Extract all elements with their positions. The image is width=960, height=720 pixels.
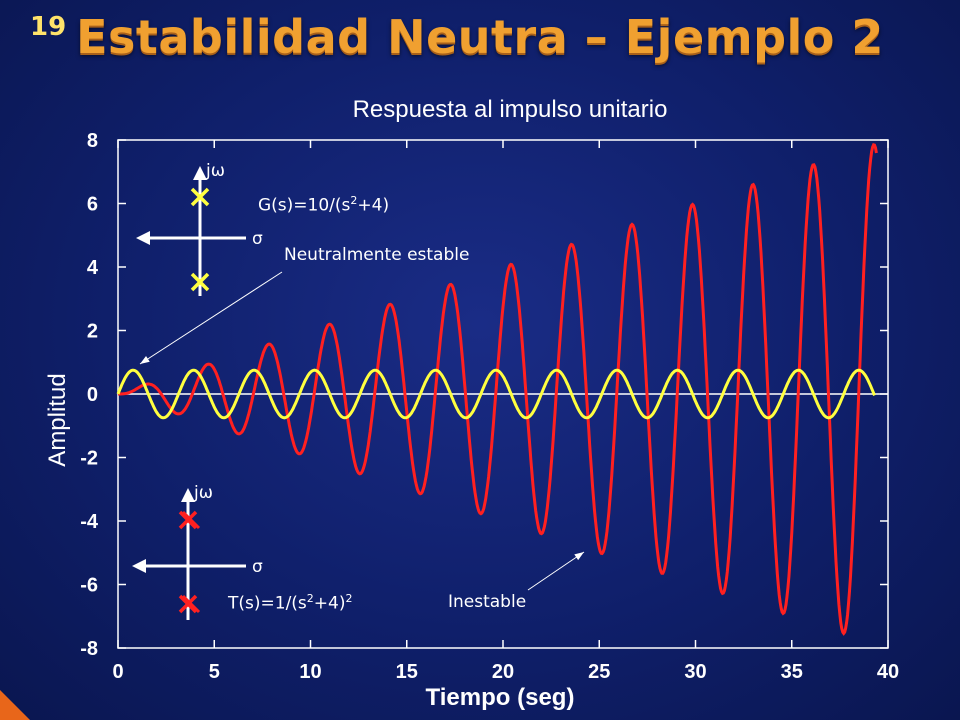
inset-top-pole-x [190,272,210,292]
chart-title: Respuesta al impulso unitario [352,96,668,123]
corner-accent [0,690,30,720]
annotation-arrows [139,271,585,591]
y-tick-label: -6 [80,575,98,597]
x-tick-label: 20 [492,661,514,683]
inset-bottom-pole-double [181,594,201,614]
y-tick-label: -4 [80,511,99,533]
annotation-neutral-tf: G(s)=10/(s2+4) [258,194,390,216]
inset-top-pole-x [190,187,210,207]
annotation-neutral-label: Neutralmente estable [284,245,470,265]
x-tick-label: 15 [396,661,418,683]
inset-top-real-label: σ [252,229,263,249]
arrow-neutral-head [140,356,150,364]
inset-bottom-real-arrow [132,559,146,573]
y-tick-label: 6 [87,194,98,216]
y-tick-label: 2 [87,321,98,343]
pole-zero-insets: jω σ jω σ [132,161,263,620]
series-layer [116,142,878,636]
inset-bottom-pole-x [178,594,198,614]
y-tick-label: 4 [87,257,99,279]
annotation-unstable-tf: T(s)=1/(s2+4)2 [228,592,353,614]
inset-top-imag-arrow [193,166,207,180]
y-tick-label: 8 [87,130,98,152]
slide-title: Estabilidad Neutra – Ejemplo 2 [76,10,884,64]
arrow-unstable-head [574,552,584,561]
inset-bottom-pole-double [181,510,201,530]
x-tick-label: 0 [112,661,123,683]
y-tick-label: -2 [80,448,98,470]
x-axis-label: Tiempo (seg) [425,684,575,711]
arrow-neutral [139,271,283,365]
x-tick-label: 40 [877,661,899,683]
inset-top-imag-label: jω [205,161,225,181]
x-tick-label: 5 [209,661,220,683]
inset-bottom-pole-x [178,510,198,530]
y-tick-label: 0 [87,384,98,406]
x-tick-label: 35 [781,661,803,683]
x-tick-label: 30 [684,661,706,683]
x-tick-label: 25 [588,661,610,683]
inset-bottom-imag-arrow [181,488,195,502]
axes-layer [117,139,889,649]
x-tick-label: 10 [299,661,321,683]
series-line-unstable [118,142,878,636]
inset-bottom-imag-label: jω [193,483,213,503]
arrow-unstable [527,551,585,591]
inset-bottom-real-label: σ [252,557,263,577]
y-tick-label: -8 [80,638,98,660]
series-line-neutral [116,368,876,420]
slide-number: 19 [30,12,67,42]
annotation-unstable-label: Inestable [448,592,527,612]
inset-top-real-arrow [136,231,150,245]
